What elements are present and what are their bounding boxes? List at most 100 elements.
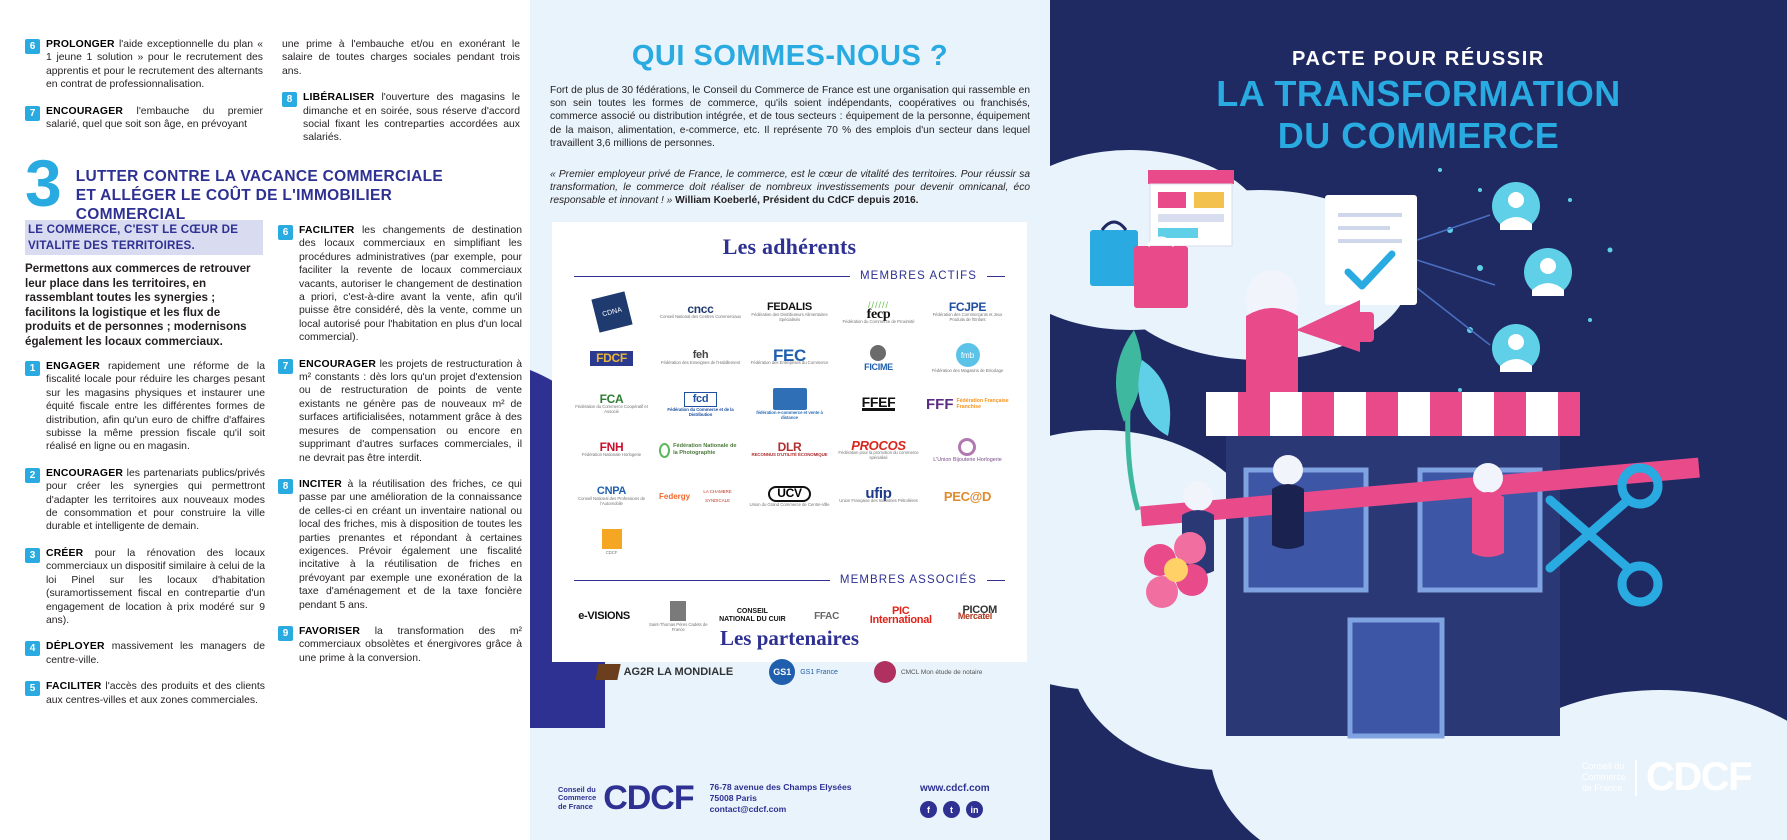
middle-title: QUI SOMMES-NOUS ? xyxy=(631,40,949,72)
member-logo: CDCF xyxy=(568,520,655,564)
leaf-icon xyxy=(1116,330,1142,422)
person-head xyxy=(1473,463,1503,493)
logo-mark-cdcf-member xyxy=(601,529,622,549)
list-item: 8 LIBÉRALISER l'ouverture des magasins l… xyxy=(282,91,520,145)
cmcl-mark-icon xyxy=(873,661,896,683)
list-item: 2 ENCOURAGER les partenariats publics/pr… xyxy=(25,467,265,534)
item-text: PROLONGER l'aide exceptionnelle du plan … xyxy=(46,38,263,92)
highlight-callout: LE COMMERCE, C'EST LE CŒUR DE VITALITE D… xyxy=(25,220,263,255)
member-logo-sub: Fédération des Magasins de Bricolage xyxy=(931,368,1004,373)
logo-line-3: de France xyxy=(558,801,593,811)
partners-title: Les partenaires xyxy=(719,626,859,650)
middle-panel: QUI SOMMES-NOUS ? Fort de plus de 30 féd… xyxy=(530,0,1050,840)
member-logo: fédération e-commerce et vente à distanc… xyxy=(746,382,833,426)
member-logo-name: FEC xyxy=(772,346,807,365)
member-logo-name: UCV xyxy=(777,485,802,500)
member-logo: FCA Fédération du Commerce Coopératif et … xyxy=(568,382,655,426)
member-logo-name: fecp xyxy=(866,306,891,322)
member-logo: Saint-Thomas Pères Cadets de France xyxy=(642,594,714,638)
members-assoc-divider: MEMBRES ASSOCIÉS xyxy=(574,574,1005,586)
gs1-mark-icon: GS1 xyxy=(769,659,796,685)
logo-mark-ficime xyxy=(870,344,887,361)
footer-website[interactable]: www.cdcf.com xyxy=(920,783,990,794)
list-item: 5 FACILITER l'accès des produits et des … xyxy=(25,680,265,707)
social-links: f t in xyxy=(920,801,983,818)
member-logo-name: FCJPE xyxy=(948,299,987,314)
item-text: FAVORISER la transformation des m² comme… xyxy=(299,625,522,665)
address-line-1: 76-78 avenue des Champs Elysées xyxy=(709,782,852,792)
members-card: Les adhérents MEMBRES ACTIFS CDNA cncc Co… xyxy=(552,222,1027,685)
member-logo-name: e-VISIONS xyxy=(578,609,630,622)
logo-mark-fcd: fcd xyxy=(683,391,718,407)
member-logo-sub: LA CHAMBRE SYNDICALE xyxy=(703,489,732,503)
member-logo-name: CDCF xyxy=(605,550,618,555)
member-logo: UCV Union du Grand Commerce de Centre-Vil… xyxy=(746,474,833,518)
item-number: 5 xyxy=(25,681,40,697)
item-text: INCITER à la réutilisation des friches, … xyxy=(299,478,522,612)
right-title-line3: DU COMMERCE xyxy=(1277,115,1560,156)
megaphone-icon xyxy=(1296,300,1360,352)
list-item: 4 DÉPLOYER massivement les managers de c… xyxy=(25,640,265,667)
item-body: à la réutilisation des friches, ce qui p… xyxy=(299,478,522,611)
list-item-continuation: une prime à l'embauche et/ou en exonéran… xyxy=(282,38,520,78)
partner-logo: CMCL Mon étude de notaire xyxy=(873,661,982,683)
member-logo-name: ufip xyxy=(865,485,892,502)
logo-line-1: Conseil du xyxy=(558,784,596,794)
scissors-icon xyxy=(1545,463,1663,607)
list-item: 9 FAVORISER la transformation des m² com… xyxy=(278,625,522,665)
cdcf-logo-right: Conseil du Commerce de France CDCF xyxy=(1582,755,1753,800)
item-body: une prime à l'embauche et/ou en exonéran… xyxy=(282,39,520,77)
member-logo-name: FICIME xyxy=(864,361,893,372)
kiosk-awning-icon xyxy=(1148,170,1234,184)
member-logo-sub: Fédération des Distributeurs Alimentaire… xyxy=(751,311,828,322)
address-email[interactable]: contact@cdcf.com xyxy=(709,804,787,814)
right-title-line1: PACTE POUR RÉUSSIR xyxy=(1292,48,1545,70)
member-logo: fmb Fédération des Magasins de Bricolage xyxy=(924,336,1011,380)
left-list-b: 6 FACILITER les changements de destinati… xyxy=(278,224,522,678)
member-logo-sub: Fédération du Commerce de Proximité xyxy=(842,318,915,324)
ag2r-mark-icon xyxy=(594,664,621,680)
item-keyword: DÉPLOYER xyxy=(46,641,105,653)
list-item: 6 PROLONGER l'aide exceptionnelle du pla… xyxy=(25,38,263,92)
item-keyword: ENCOURAGER xyxy=(46,105,124,117)
shop-window xyxy=(1243,467,1369,593)
member-logo-name: PEC@D xyxy=(943,488,992,504)
item-body: les partenariats publics/privés pour cré… xyxy=(46,467,265,533)
cdcf-logo-subtitle: Conseil du Commerce de France xyxy=(1582,761,1626,794)
facebook-icon[interactable]: f xyxy=(920,801,937,818)
linkedin-icon[interactable]: in xyxy=(966,801,983,818)
member-logo-name: FNH xyxy=(599,440,624,454)
partner-name: AG2R LA MONDIALE xyxy=(623,666,734,678)
member-logo-name: FDCF xyxy=(596,350,627,365)
member-logo-name: FEDALIS xyxy=(767,300,812,313)
right-title-block: PACTE POUR RÉUSSIR LA TRANSFORMATION DU … xyxy=(1050,48,1787,155)
member-logo-name: PIC International xyxy=(869,605,932,626)
item-number: 8 xyxy=(278,478,293,494)
item-keyword: ENCOURAGER xyxy=(46,467,124,479)
member-logo: CONSEIL NATIONAL DU CUIR xyxy=(716,594,788,638)
member-logo: PEC@D xyxy=(924,474,1011,518)
section-title-line2: ET ALLÉGER LE COÛT DE L'IMMOBILIER COMME… xyxy=(75,187,393,223)
logo-mark-fdcf: FDCF xyxy=(590,350,633,366)
members-assoc-grid: e-VISIONS Saint-Thomas Pères Cadets de F… xyxy=(552,590,1027,638)
item-keyword: PROLONGER xyxy=(46,39,115,50)
right-illustration xyxy=(1090,168,1700,739)
quote-text: « Premier employeur privé de France, le … xyxy=(550,169,1030,207)
list-item: 7 ENCOURAGER les projets de restructurat… xyxy=(278,358,522,465)
logo-line-1: Conseil du xyxy=(1581,761,1625,771)
twitter-icon[interactable]: t xyxy=(943,801,960,818)
item-body: l'aide exceptionnelle du plan « 1 jeune … xyxy=(46,39,263,91)
middle-body-text: Fort de plus de 30 fédérations, le Conse… xyxy=(550,85,1030,149)
logo-rule xyxy=(861,407,896,411)
member-logo-name: PROCOS xyxy=(851,437,906,453)
cdcf-logo-wordmark: CDCF xyxy=(1645,755,1753,799)
member-logo: FFF Fédération Française Franchise xyxy=(924,382,1011,426)
item-keyword: FACILITER xyxy=(299,225,355,236)
item-number: 7 xyxy=(25,105,40,121)
member-logo-name: CNPA xyxy=(596,484,627,497)
member-logo-name: CDNA xyxy=(601,306,622,318)
member-logo: //////fecp Fédération du Commerce de Prox… xyxy=(835,290,922,334)
item-body: rapidement une réforme de la fiscalité l… xyxy=(46,361,265,453)
member-logo-sub: Fédération des Enseignes de l'Habillemen… xyxy=(660,360,741,365)
